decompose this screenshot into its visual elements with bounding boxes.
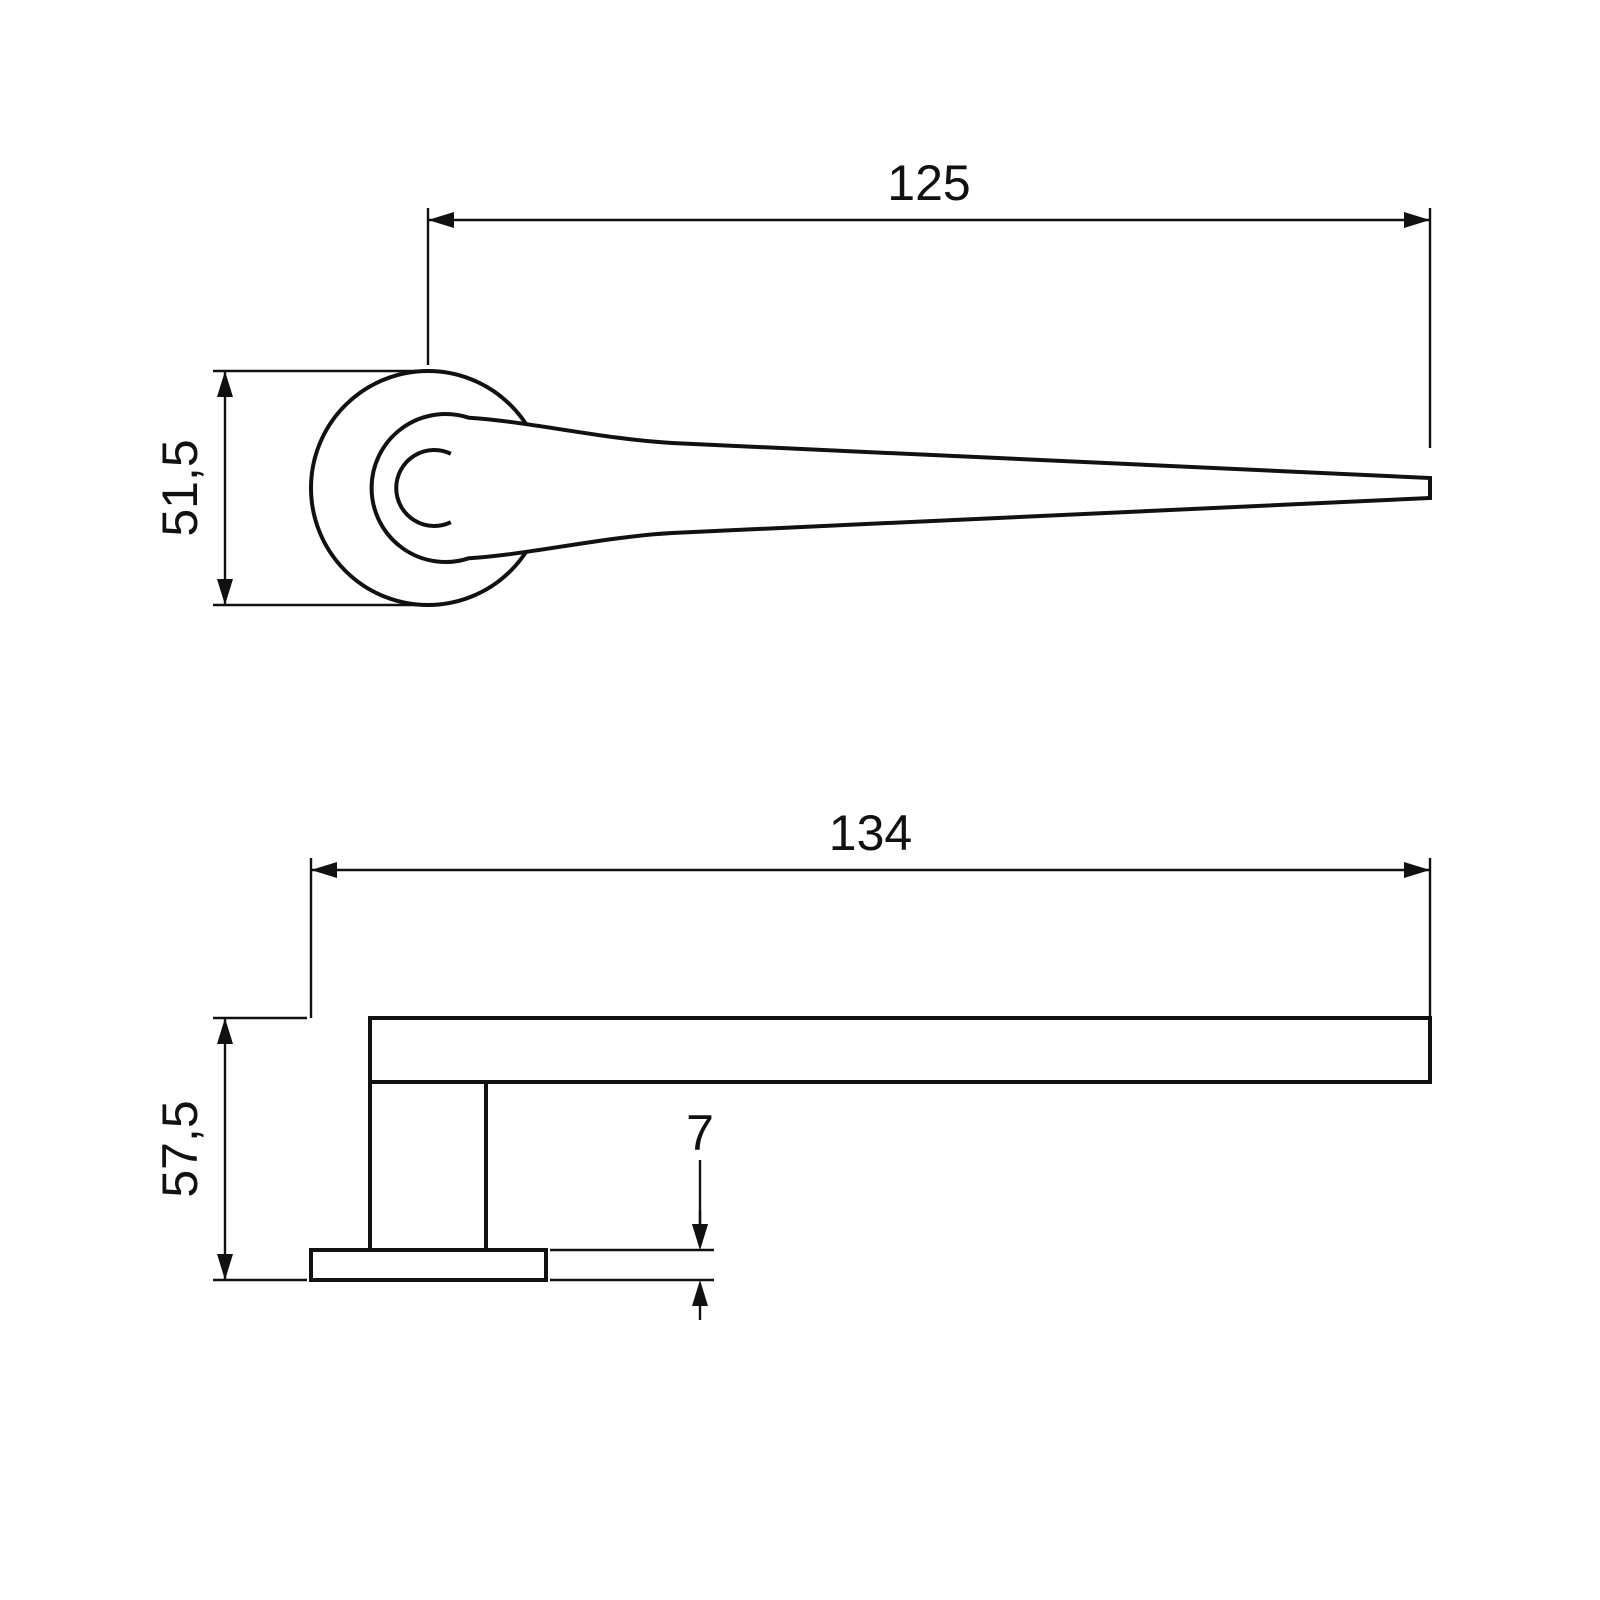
dim-label-51-5: 51,5 [152,439,208,536]
technical-drawing: 125 51,5 134 57,5 7 [0,0,1600,1600]
dim-label-7: 7 [686,1105,714,1161]
dim-label-134: 134 [829,805,912,861]
dim-label-125: 125 [887,155,970,211]
front-view [311,371,1430,605]
dim-label-57-5: 57,5 [152,1100,208,1197]
top-view [311,1018,1430,1280]
